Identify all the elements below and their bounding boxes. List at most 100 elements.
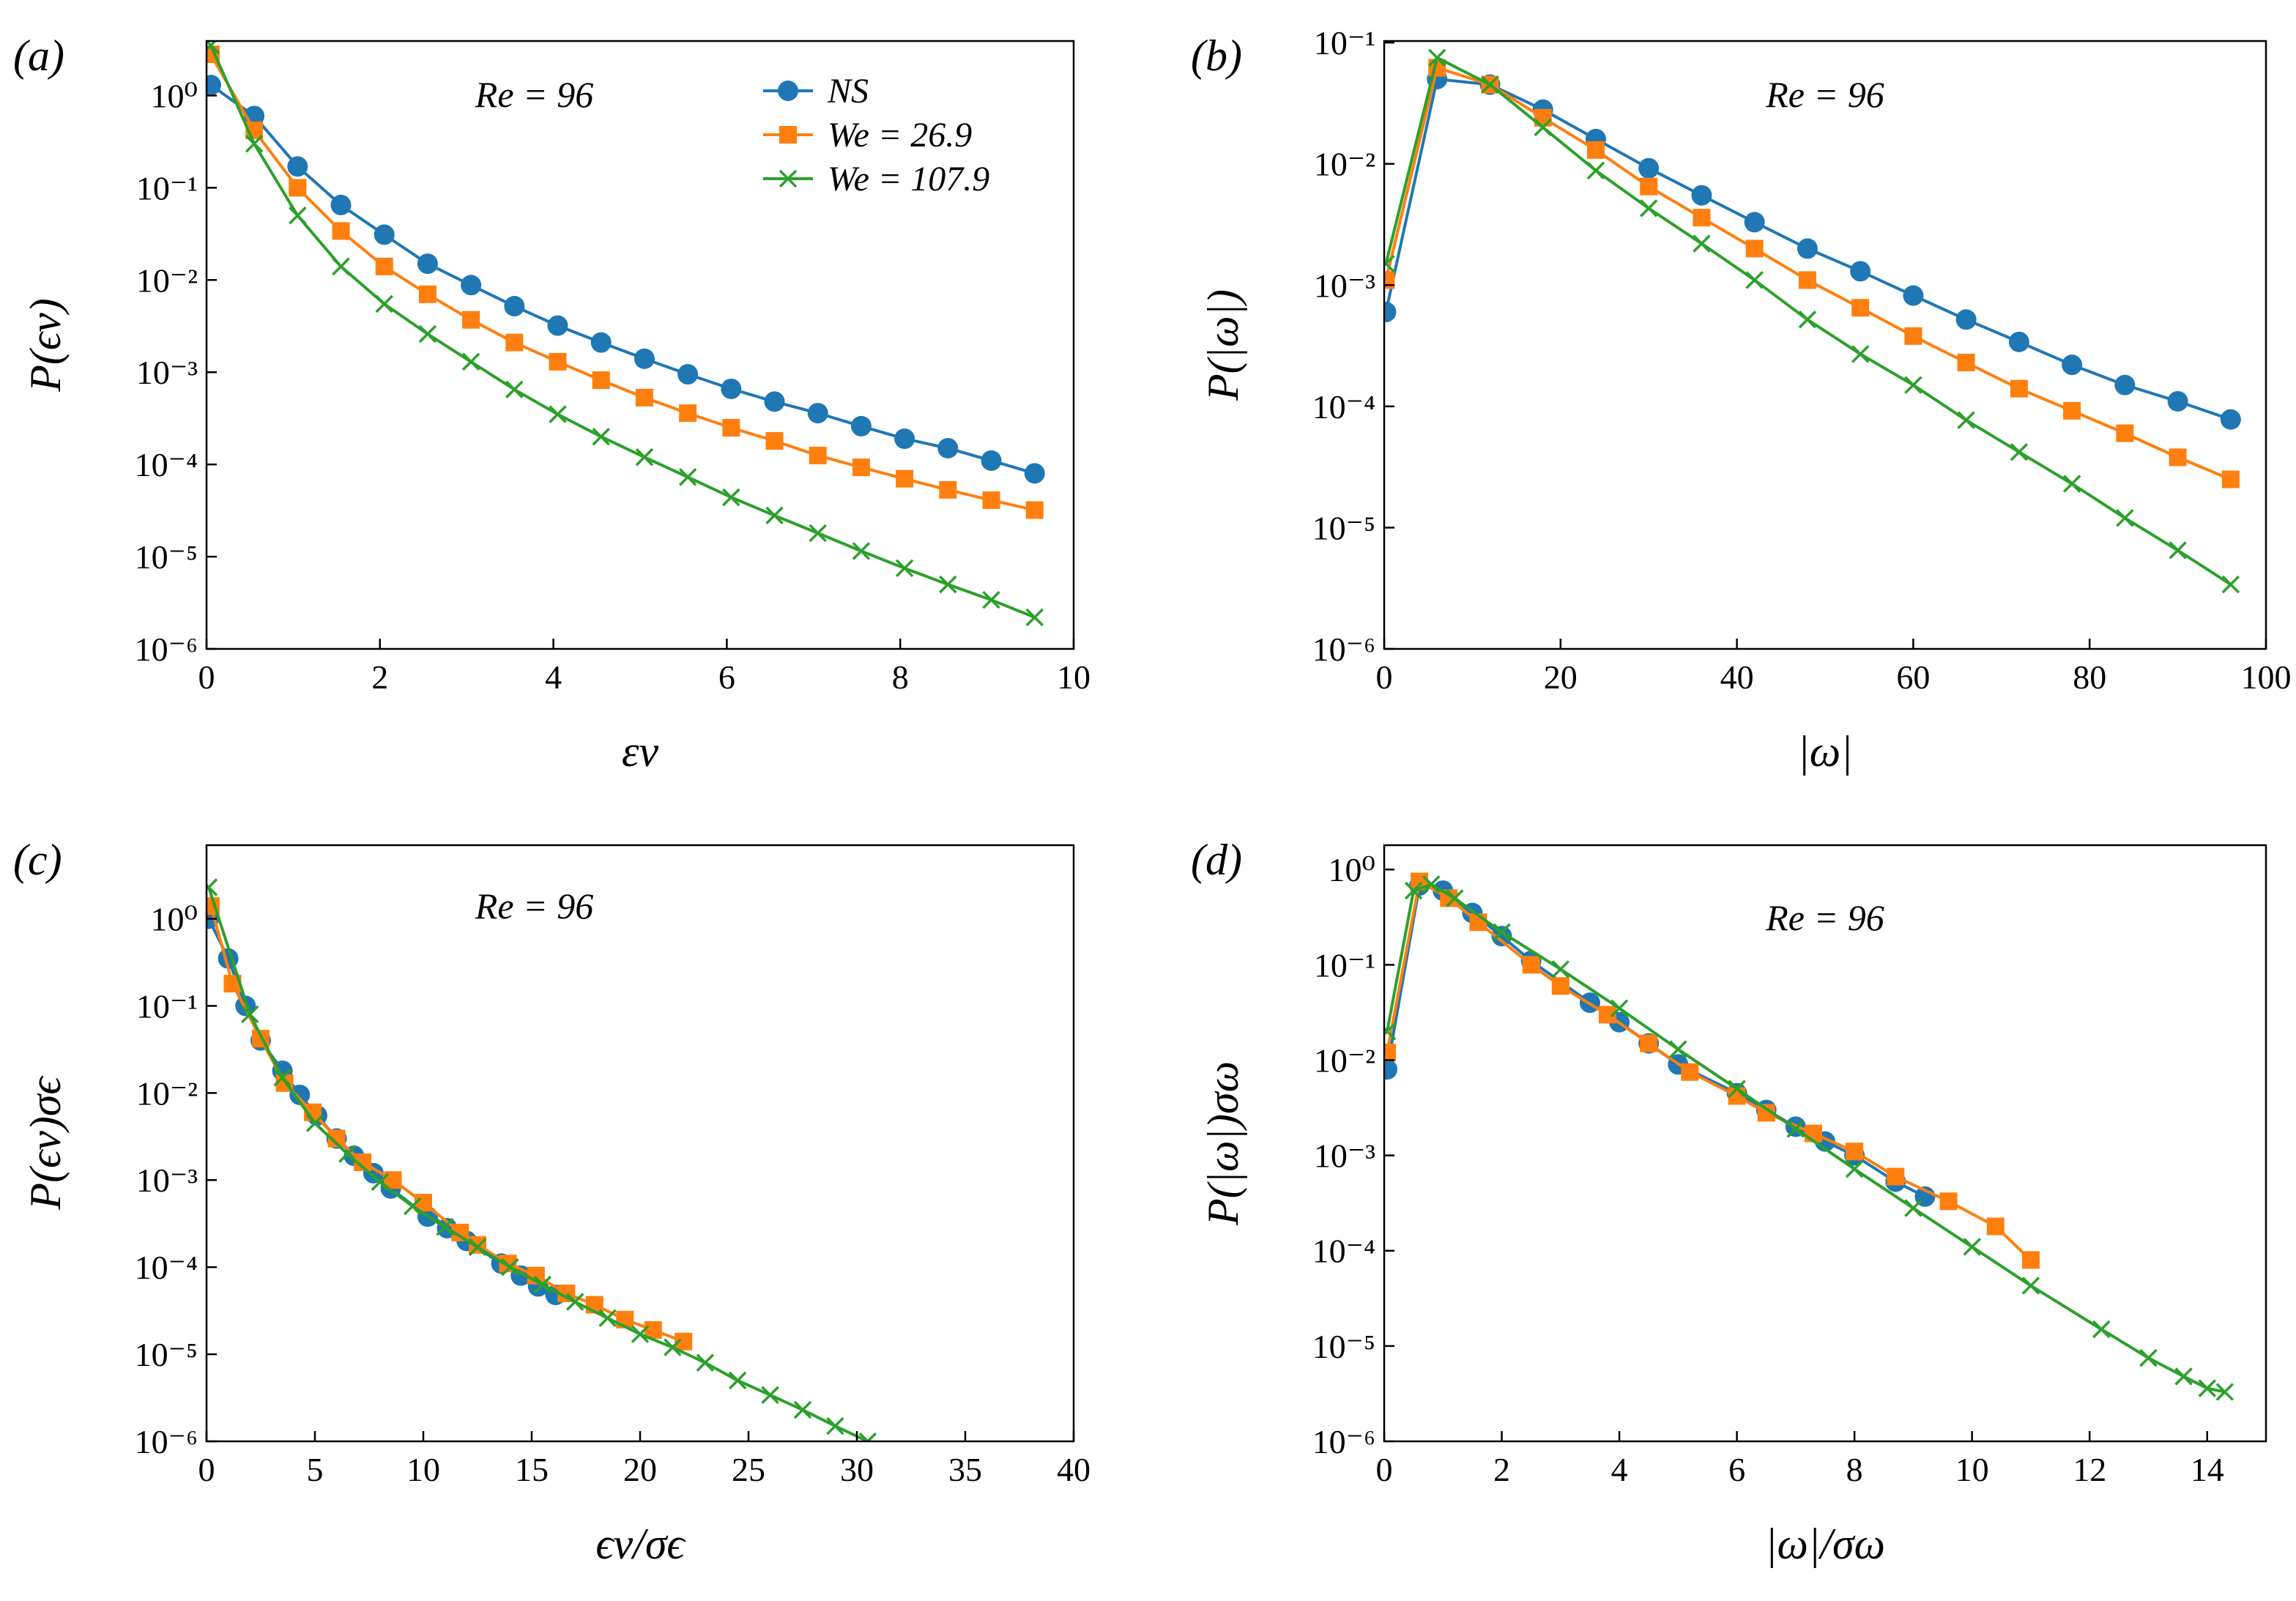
marker — [1963, 1238, 1981, 1256]
marker — [1422, 875, 1441, 894]
x-axis-label: ϵν/σϵ — [595, 1520, 686, 1568]
marker — [1481, 75, 1499, 94]
annotation: Re = 96 — [1765, 897, 1884, 938]
y-tick-label: 10⁻⁶ — [135, 1423, 198, 1460]
marker — [338, 1145, 357, 1163]
marker — [679, 404, 697, 423]
marker — [1939, 1192, 1958, 1211]
marker — [2221, 575, 2240, 594]
marker — [696, 1353, 715, 1372]
marker — [417, 253, 438, 275]
marker — [547, 315, 568, 336]
marker — [1693, 234, 1711, 253]
marker — [761, 1386, 779, 1405]
marker — [501, 1258, 519, 1277]
marker — [635, 447, 654, 467]
y-tick-label: 10⁻² — [1314, 146, 1375, 183]
axes-frame — [205, 40, 1075, 650]
marker — [1446, 889, 1464, 907]
marker — [1534, 118, 1552, 137]
marker — [1887, 1167, 1905, 1186]
marker — [1384, 271, 1395, 289]
y-tick-label: 10⁻⁴ — [1312, 388, 1375, 426]
marker — [1986, 1217, 2005, 1236]
y-tick-label: 10⁻⁵ — [1312, 509, 1375, 546]
marker — [1384, 254, 1395, 273]
marker — [858, 1432, 877, 1441]
annotation: Re = 96 — [475, 885, 593, 926]
y-axis-label: P(|ω|)σω — [1199, 1061, 1247, 1226]
y-tick-label: 10⁰ — [151, 900, 198, 937]
marker — [461, 352, 480, 371]
marker — [1851, 299, 1870, 317]
marker — [634, 348, 655, 369]
marker — [2221, 470, 2240, 489]
marker — [1904, 376, 1922, 394]
annotation: Re = 96 — [1765, 74, 1884, 115]
y-axis-label: P(ϵν) — [21, 298, 70, 392]
marker — [1640, 177, 1658, 196]
marker — [809, 524, 827, 543]
x-tick-label: 0 — [198, 1451, 215, 1488]
legend-label: We = 107.9 — [828, 160, 989, 198]
y-tick-label: 10⁰ — [151, 77, 198, 114]
x-tick-label: 100 — [2241, 658, 2292, 696]
marker — [1640, 1034, 1658, 1052]
marker — [1551, 977, 1569, 995]
x-tick-label: 30 — [840, 1451, 874, 1488]
x-tick-label: 0 — [198, 658, 215, 696]
marker — [1681, 1063, 1699, 1081]
marker — [505, 333, 524, 352]
marker — [468, 1238, 487, 1256]
marker — [1384, 1044, 1397, 1062]
marker — [939, 480, 957, 499]
marker — [2021, 1277, 2040, 1295]
panel: 0 5 10 15 20 25 30 35 40 10⁰ 10⁻¹ 10⁻² 10⁻³ 10⁻⁴ 10⁻⁵ 1… — [13, 836, 1091, 1568]
marker — [2008, 331, 2029, 352]
legend-label: NS — [827, 72, 869, 111]
y-tick-label: 10⁻¹ — [1314, 946, 1375, 984]
marker — [2169, 541, 2187, 560]
marker — [418, 324, 437, 343]
y-tick-label: 10⁻⁵ — [1312, 1328, 1375, 1365]
x-tick-label: 8 — [1846, 1451, 1863, 1488]
marker — [371, 1173, 390, 1192]
x-tick-label: 2 — [371, 658, 388, 696]
marker — [2092, 1320, 2111, 1339]
marker — [330, 194, 352, 215]
panel: 0 2 4 6 8 10 10⁰ 10⁻¹ 10⁻² 10⁻³ 10⁻⁴ 10⁻⁵ 10⁻⁶ εν P(ϵν… — [13, 31, 1091, 776]
marker — [765, 506, 784, 524]
marker — [592, 427, 610, 446]
panel-label: (c) — [13, 836, 62, 884]
x-tick-label: 10 — [1057, 658, 1091, 696]
y-tick-label: 10⁻⁴ — [1312, 1233, 1375, 1270]
marker — [1493, 923, 1511, 942]
y-tick-label: 10⁻⁴ — [135, 1249, 198, 1286]
marker — [245, 135, 264, 153]
marker — [598, 1309, 617, 1327]
marker — [939, 575, 957, 594]
marker — [631, 1325, 650, 1343]
marker — [981, 450, 1002, 471]
marker — [1797, 238, 1818, 259]
marker — [1586, 141, 1605, 159]
marker — [850, 415, 872, 437]
x-axis-label: |ω| — [1797, 727, 1852, 776]
marker — [1957, 411, 1975, 429]
marker — [765, 431, 784, 450]
x-tick-label: 35 — [948, 1451, 982, 1488]
x-tick-label: 10 — [406, 1451, 440, 1488]
marker — [1404, 881, 1423, 900]
series-line — [207, 886, 869, 1441]
panel: 0 2 4 6 8 10 12 14 10⁰ 10⁻¹ 10⁻² 10⁻³ 10⁻⁴ 10⁻⁵ 10⁻⁶ |ω… — [1191, 836, 2267, 1568]
marker — [436, 1217, 454, 1236]
marker — [289, 1084, 311, 1105]
axes-frame — [1383, 40, 2267, 650]
marker — [273, 1069, 291, 1087]
marker — [896, 469, 914, 488]
marker — [2116, 424, 2134, 442]
panel-label: (a) — [13, 31, 64, 80]
marker — [1610, 999, 1629, 1017]
y-tick-label: 10⁻¹ — [1314, 24, 1375, 62]
